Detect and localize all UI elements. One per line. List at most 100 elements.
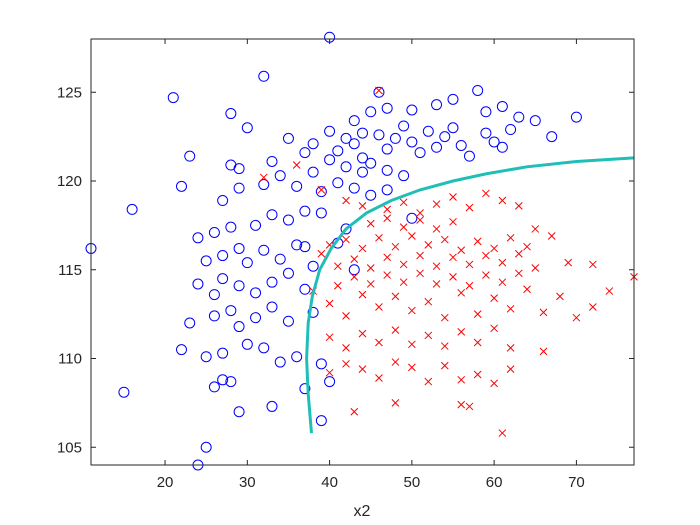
circle-point-27 xyxy=(291,351,303,363)
circle-point-38 xyxy=(208,289,220,301)
cross-point-81 xyxy=(375,338,383,347)
circle-point-40 xyxy=(233,280,245,292)
circle-point-92 xyxy=(472,84,484,96)
circle-point-117 xyxy=(357,127,368,139)
cross-point-44 xyxy=(391,242,400,251)
cross-point-69 xyxy=(383,271,392,279)
circle-point-76 xyxy=(406,136,418,148)
circle-point-50 xyxy=(274,253,286,265)
cross-point-108 xyxy=(366,219,375,228)
circle-point-36 xyxy=(307,306,319,318)
cross-point-3 xyxy=(317,186,326,194)
cross-point-29 xyxy=(457,288,466,297)
cross-point-105 xyxy=(457,400,466,409)
circle-point-51 xyxy=(291,239,303,251)
circle-point-12 xyxy=(200,441,212,453)
cross-point-12 xyxy=(482,189,490,198)
cross-point-113 xyxy=(449,217,457,226)
cross-point-72 xyxy=(432,280,441,288)
cross-point-51 xyxy=(506,233,515,242)
cross-point-33 xyxy=(391,292,400,301)
cross-point-24 xyxy=(539,308,548,317)
cross-point-75 xyxy=(482,271,490,279)
x-axis-ticks: 20 30 40 50 60 70 xyxy=(157,39,585,491)
circle-point-108 xyxy=(315,186,327,198)
circle-point-16 xyxy=(299,383,311,395)
circle-point-15 xyxy=(315,415,327,427)
cross-point-103 xyxy=(350,407,359,416)
circle-point-75 xyxy=(398,120,410,132)
cross-point-95 xyxy=(391,358,400,366)
cross-point-102 xyxy=(506,365,515,374)
circle-point-44 xyxy=(299,283,311,295)
circle-point-83 xyxy=(463,150,475,162)
circle-point-43 xyxy=(282,267,294,279)
cross-point-78 xyxy=(325,333,334,342)
cross-point-48 xyxy=(457,246,466,255)
cross-point-39 xyxy=(317,249,326,258)
cross-point-74 xyxy=(465,281,474,290)
circle-point-66 xyxy=(225,159,237,171)
circle-point-67 xyxy=(266,155,278,167)
circle-point-5 xyxy=(184,150,196,162)
x-tick-label-30: 30 xyxy=(239,474,256,491)
circle-point-7 xyxy=(176,180,187,192)
circle-point-2 xyxy=(167,92,179,104)
y-tick-label-115: 115 xyxy=(58,262,82,279)
cross-point-79 xyxy=(342,343,350,352)
circle-point-71 xyxy=(357,152,368,164)
circle-point-47 xyxy=(233,242,245,254)
circle-point-94 xyxy=(348,115,360,127)
cross-point-88 xyxy=(490,324,498,333)
cross-point-36 xyxy=(342,312,350,320)
circle-point-114 xyxy=(307,138,319,150)
circle-point-99 xyxy=(447,93,459,105)
circle-point-101 xyxy=(496,100,508,112)
cross-point-57 xyxy=(399,260,408,269)
cross-point-110 xyxy=(399,223,408,232)
cross-point-109 xyxy=(383,214,392,223)
cross-point-9 xyxy=(432,200,441,208)
cross-point-85 xyxy=(440,342,449,350)
cross-point-26 xyxy=(506,304,515,313)
circle-point-68 xyxy=(299,147,311,159)
circle-point-56 xyxy=(250,219,262,231)
circle-point-55 xyxy=(225,221,237,233)
circle-point-89 xyxy=(529,115,541,127)
cross-point-14 xyxy=(514,201,523,210)
cross-point-68 xyxy=(366,280,375,288)
y-axis-ticks: 105 110 115 120 125 xyxy=(57,84,634,456)
cross-point-83 xyxy=(408,340,416,349)
circle-point-49 xyxy=(258,244,270,256)
circle-point-17 xyxy=(324,376,336,388)
cross-point-93 xyxy=(358,365,367,374)
circle-point-102 xyxy=(324,154,336,166)
y-tick-label-120: 120 xyxy=(57,173,82,190)
circle-point-120 xyxy=(348,264,360,276)
circle-point-42 xyxy=(266,276,278,288)
circle-point-31 xyxy=(225,305,237,317)
circle-point-70 xyxy=(348,138,360,150)
cross-point-42 xyxy=(358,244,367,253)
circle-point-85 xyxy=(488,136,500,148)
circle-point-8 xyxy=(126,203,138,215)
cross-point-73 xyxy=(449,272,457,281)
cross-point-32 xyxy=(408,306,416,315)
cross-point-37 xyxy=(325,299,334,308)
cross-point-0 xyxy=(375,86,383,95)
cross-point-25 xyxy=(523,285,531,294)
x-tick-label-70: 70 xyxy=(568,474,585,491)
circle-point-14 xyxy=(233,406,245,418)
y-tick-label-125: 125 xyxy=(57,84,82,101)
cross-point-47 xyxy=(440,235,449,244)
cross-point-91 xyxy=(325,368,334,377)
cross-point-58 xyxy=(416,251,424,260)
cross-point-17 xyxy=(564,258,573,267)
cross-point-70 xyxy=(399,278,408,287)
circle-point-23 xyxy=(217,347,229,359)
cross-point-97 xyxy=(424,377,433,386)
cross-point-27 xyxy=(490,294,498,303)
y-tick-label-105: 105 xyxy=(57,439,82,456)
circle-point-19 xyxy=(217,374,229,386)
cross-point-8 xyxy=(416,209,424,217)
